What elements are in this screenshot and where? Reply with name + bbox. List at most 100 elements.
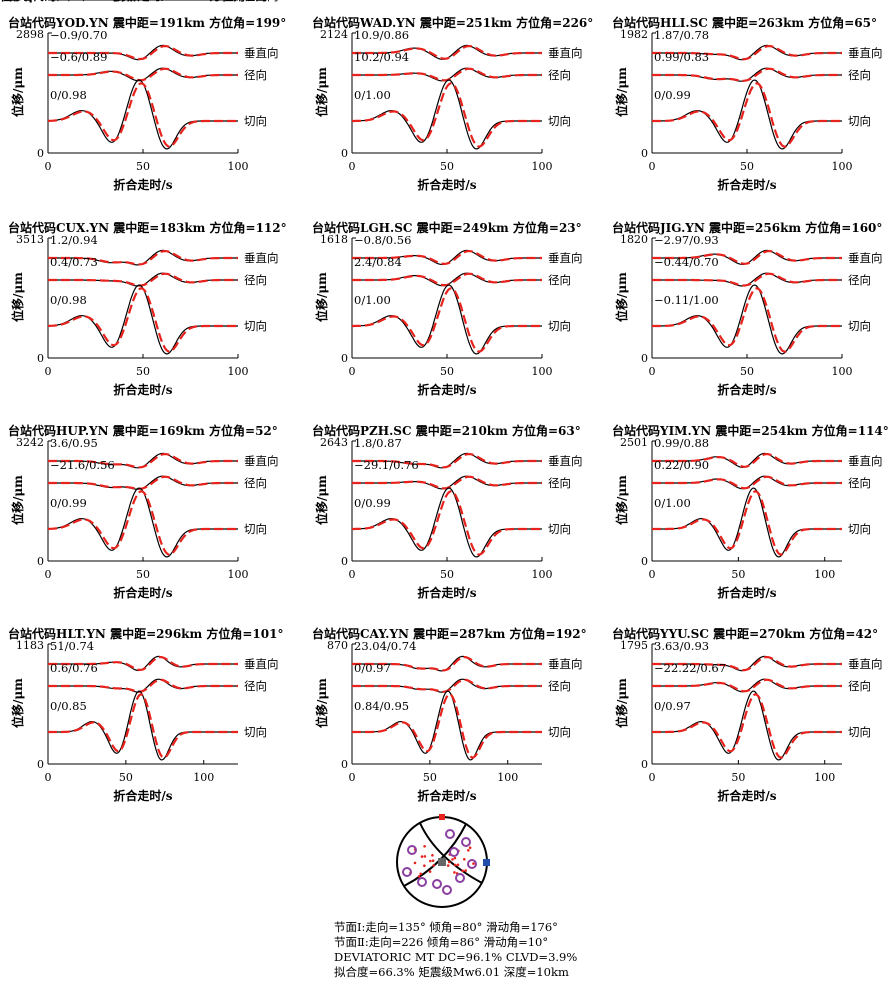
polarity-dot <box>413 861 417 865</box>
fit-label: 10.2/0.94 <box>354 50 409 64</box>
moment-tensor-text: DEVIATORIC MT DC=96.1% CLVD=3.9% <box>334 950 577 964</box>
fit-label: 0/0.98 <box>50 293 87 307</box>
component-label: 径向 <box>848 68 871 82</box>
y-axis-label: 位移/μm <box>614 272 629 322</box>
synthetic-trace-3 <box>652 82 842 148</box>
x-axis-label: 折合走时/s <box>417 177 476 192</box>
x-tick-label: 100 <box>532 365 553 378</box>
x-tick-label: 100 <box>228 160 249 173</box>
fit-label: −2.97/0.93 <box>654 233 719 247</box>
synthetic-trace-2 <box>652 67 842 82</box>
fit-label: −0.8/0.56 <box>354 233 411 247</box>
fit-label: 10.9/0.86 <box>354 28 409 42</box>
fit-label: −0.6/0.89 <box>50 50 107 64</box>
y-zero-tick-label: 0 <box>641 352 648 365</box>
component-label: 切向 <box>548 114 571 128</box>
polarity-dot <box>423 845 426 848</box>
b-axis-marker <box>438 858 446 866</box>
component-label: 切向 <box>848 319 871 333</box>
station-panel-7: 台站代码HUP.YN 震中距=169km 方位角=52°3242 0 位移/μm 0 5… <box>8 423 279 600</box>
fit-label: −21.6/0.56 <box>50 458 115 472</box>
component-label: 径向 <box>244 476 267 490</box>
y-axis-label: 位移/μm <box>10 67 25 117</box>
station-marker <box>461 837 471 847</box>
synthetic-trace-3 <box>352 82 542 148</box>
x-tick-label: 100 <box>814 568 835 581</box>
fit-label: 0/0.99 <box>354 496 391 510</box>
x-tick-label: 50 <box>136 160 150 173</box>
component-label: 切向 <box>244 319 267 333</box>
x-tick-label: 0 <box>649 160 656 173</box>
synthetic-trace-3 <box>352 490 542 556</box>
nodal-plane-1-text: 节面Ⅰ:走向=135° 倾角=80° 滑动角=176° <box>334 920 558 934</box>
polarity-dot <box>451 858 454 861</box>
station-panel-8: 台站代码PZH.SC 震中距=210km 方位角=63°2643 0 位移/μm 0 5… <box>312 423 583 600</box>
station-marker <box>445 829 455 839</box>
y-zero-tick-label: 0 <box>37 352 44 365</box>
y-max-tick-label: 969 <box>23 0 44 3</box>
y-max-tick-label: 2898 <box>16 28 44 41</box>
polarity-dot <box>417 875 421 878</box>
x-tick-label: 50 <box>136 365 150 378</box>
x-tick-label: 50 <box>440 568 454 581</box>
x-tick-label: 50 <box>440 365 454 378</box>
x-axis-label: 折合走时/s <box>417 788 476 803</box>
fit-label: 2.4/0.84 <box>354 255 402 269</box>
synthetic-trace-3 <box>652 490 842 556</box>
y-max-tick-label: 2643 <box>320 436 348 449</box>
panel-title: 台站代码YYU.SC 震中距=270km 方位角=42° <box>612 626 878 641</box>
component-label: 切向 <box>548 725 571 739</box>
panel-title: 台站代码CAY.YN 震中距=287km 方位角=192° <box>312 626 587 641</box>
polarity-dot <box>453 856 457 860</box>
station-marker <box>467 859 477 869</box>
station-panel-6: 台站代码JIG.YN 震中距=256km 方位角=160°1820 0 位移/μm 0… <box>612 220 883 397</box>
component-label: 切向 <box>548 522 571 536</box>
component-label: 径向 <box>244 68 267 82</box>
component-label: 径向 <box>244 679 267 693</box>
y-axis-label: 位移/μm <box>10 475 25 525</box>
component-label: 垂直向 <box>244 251 279 265</box>
fit-label: 3.6/0.95 <box>50 436 98 450</box>
synthetic-trace-1 <box>352 45 542 60</box>
y-axis-label: 位移/μm <box>614 67 629 117</box>
y-axis-label: 位移/μm <box>10 678 25 728</box>
x-tick-label: 0 <box>45 568 52 581</box>
fit-label: 0.84/0.95 <box>354 699 409 713</box>
y-max-tick-label: 1982 <box>620 28 648 41</box>
synthetic-trace-3 <box>48 287 238 353</box>
synthetic-trace-1 <box>652 656 842 672</box>
synthetic-trace-3 <box>352 287 542 353</box>
panel-title: 台站代码YOD.YN 震中距=191km 方位角=199° <box>8 15 286 30</box>
station-marker <box>449 847 459 857</box>
component-label: 切向 <box>848 522 871 536</box>
component-label: 垂直向 <box>548 454 583 468</box>
p-axis-marker <box>439 814 445 820</box>
x-tick-label: 50 <box>119 0 133 3</box>
synthetic-trace-3 <box>48 82 238 148</box>
station-marker <box>407 845 417 855</box>
component-label: 垂直向 <box>848 454 883 468</box>
synthetic-trace-3 <box>352 693 542 759</box>
x-axis-label: 折合走时/s <box>113 382 172 397</box>
y-max-tick-label: 870 <box>327 639 348 652</box>
station-marker <box>402 867 412 877</box>
y-max-tick-label: 1618 <box>320 233 348 246</box>
panel-title: 台站代码YIM.YN 震中距=254km 方位角=114° <box>612 423 888 438</box>
synthetic-trace-3 <box>48 693 238 759</box>
y-max-tick-label: 3513 <box>16 233 44 246</box>
x-tick-label: 100 <box>532 160 553 173</box>
polarity-dot <box>446 864 450 867</box>
polarity-dot <box>467 849 470 852</box>
x-tick-label: 0 <box>45 771 52 784</box>
fit-label: 23.04/0.74 <box>354 639 416 653</box>
y-max-tick-label: 3242 <box>16 436 44 449</box>
y-max-tick-label: 1183 <box>16 639 44 652</box>
x-tick-label: 100 <box>814 771 835 784</box>
fit-label: 0/0.85 <box>50 0 87 3</box>
panel-title: 台站代码HLI.SC 震中距=263km 方位角=65° <box>612 15 877 30</box>
component-label: 垂直向 <box>548 251 583 265</box>
component-label: 径向 <box>548 476 571 490</box>
x-tick-label: 50 <box>731 771 745 784</box>
y-max-tick-label: 1820 <box>620 233 648 246</box>
x-tick-label: 100 <box>832 365 853 378</box>
